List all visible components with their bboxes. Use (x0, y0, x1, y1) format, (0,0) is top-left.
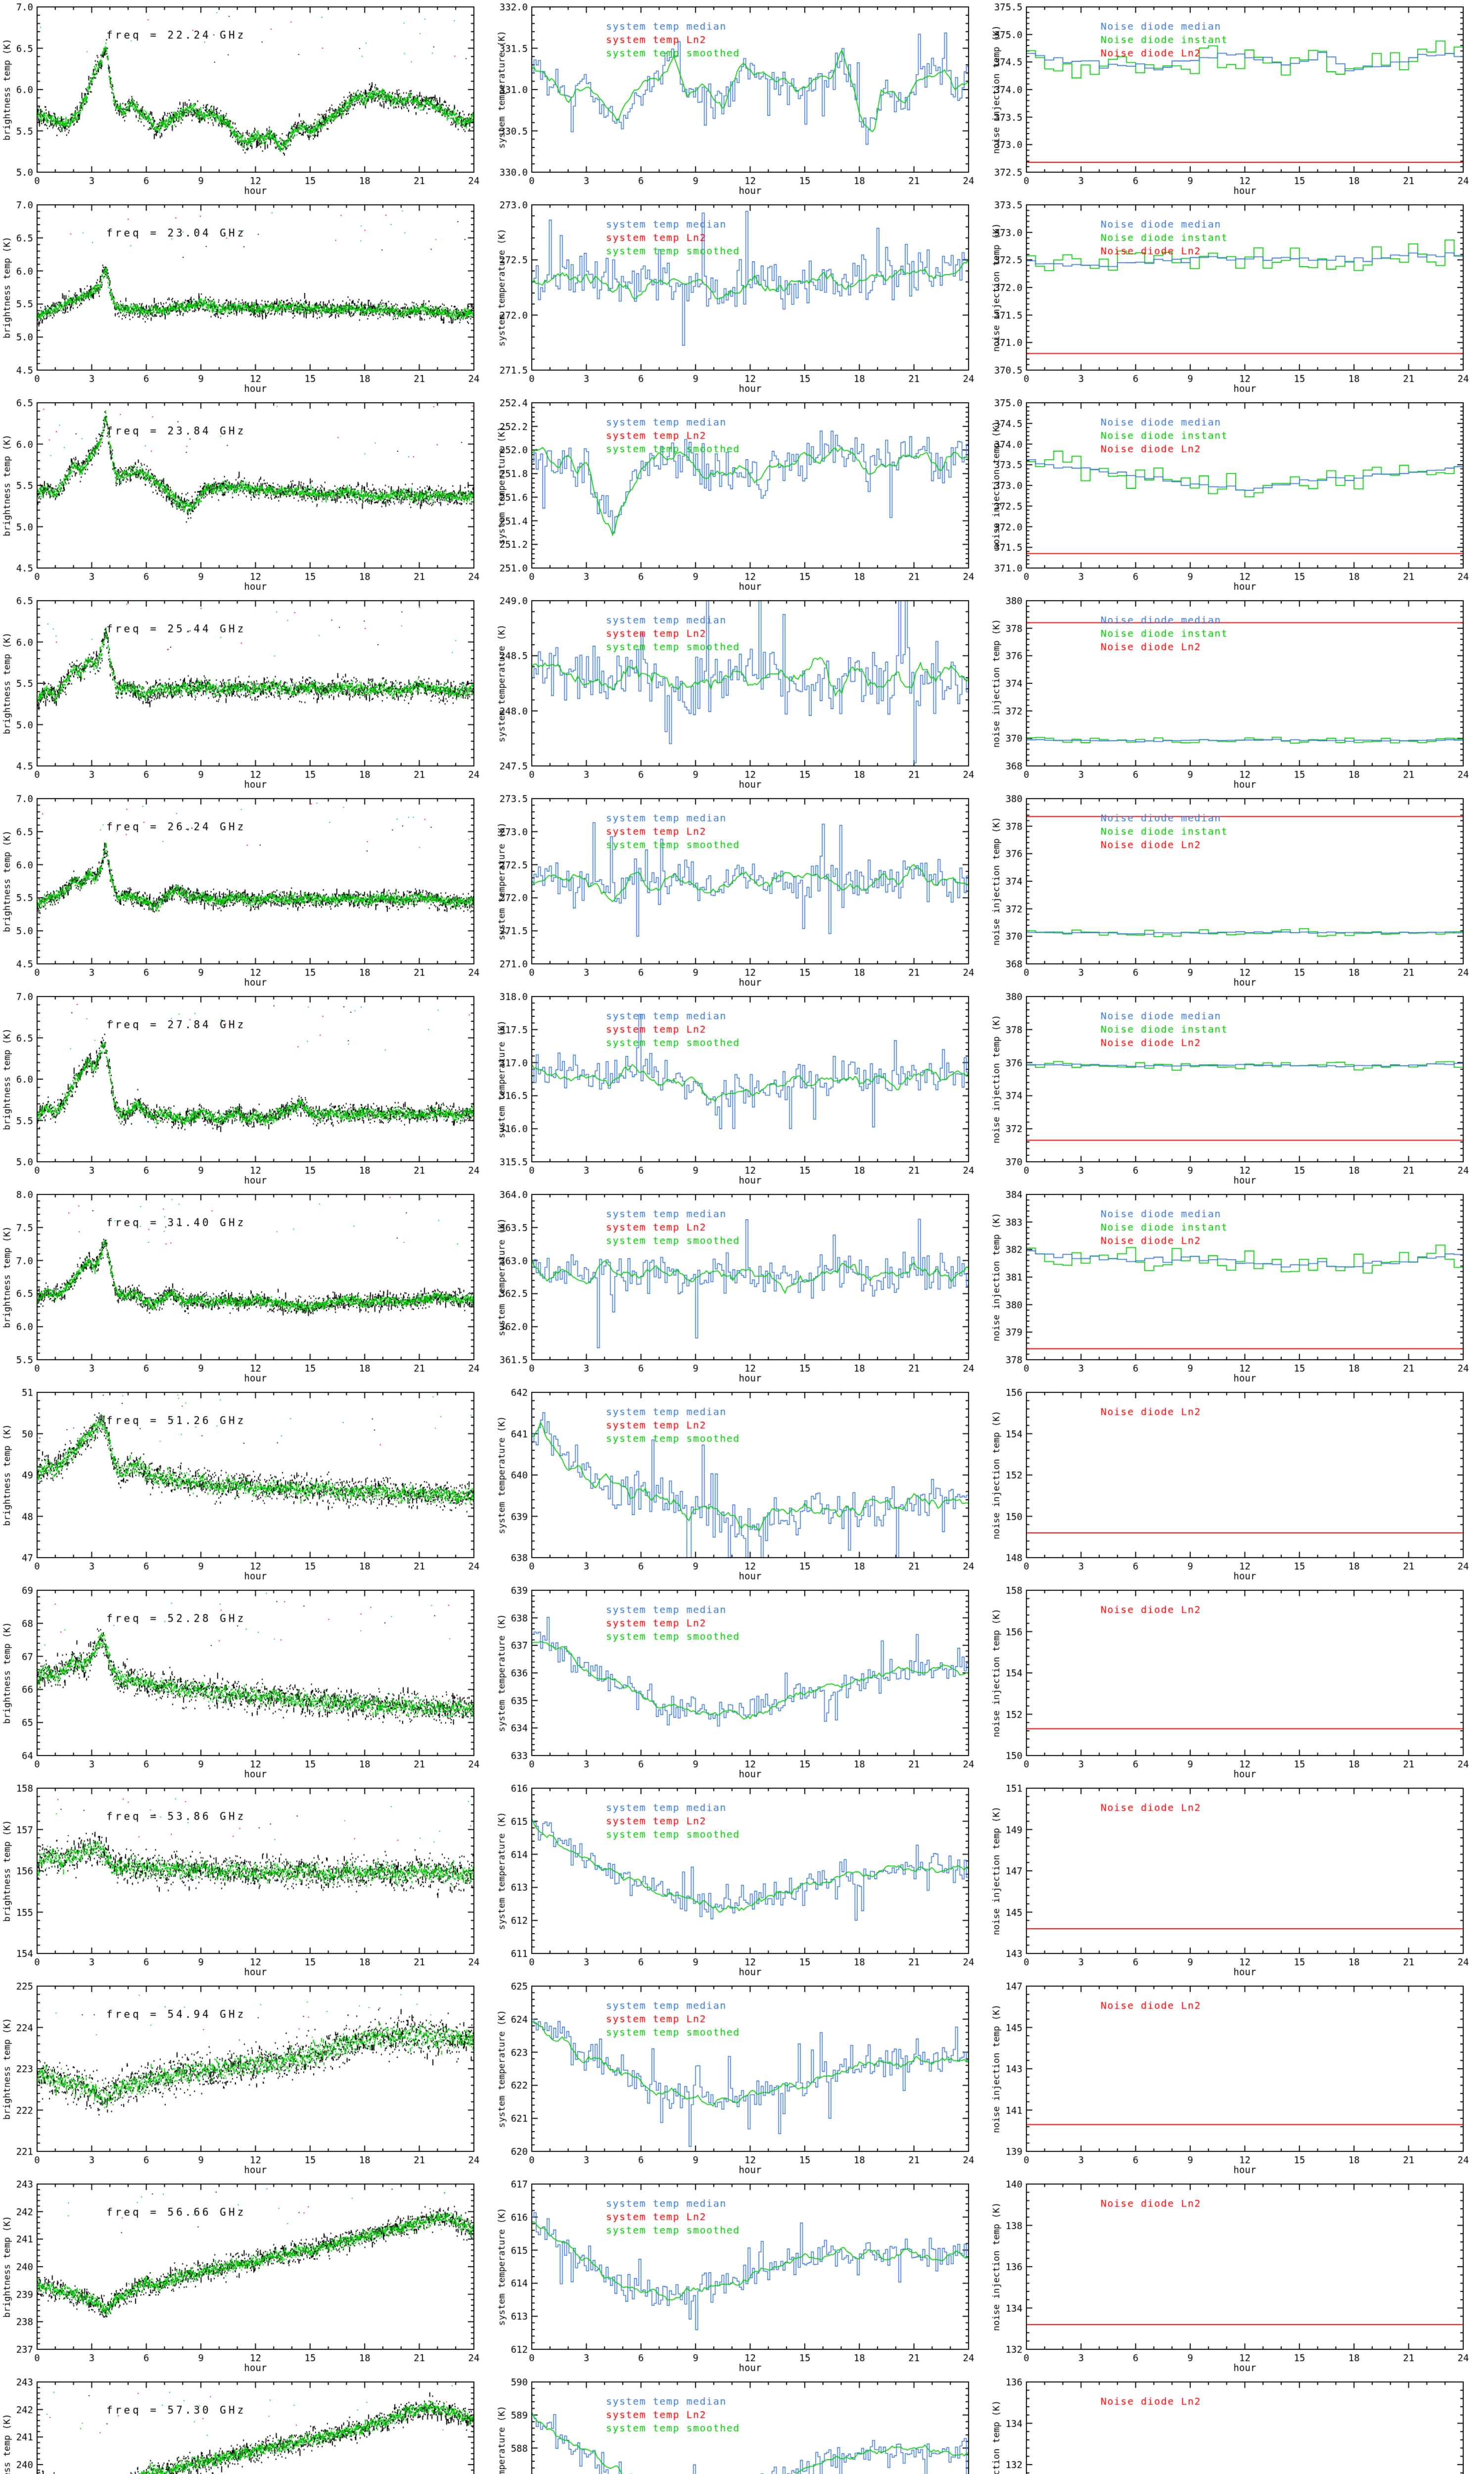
plot-brightness-temp-57.30-ghz-canvas (0, 2375, 495, 2474)
plot-system-temp-56.66-ghz (495, 2177, 989, 2375)
plot-system-temp-51.26-ghz-canvas (495, 1385, 989, 1583)
plot-system-temp-23.04-ghz-canvas (495, 198, 989, 396)
plot-brightness-temp-26.24-ghz-canvas (0, 792, 495, 990)
plot-system-temp-53.86-ghz-canvas (495, 1781, 989, 1979)
plot-system-temp-25.44-ghz-canvas (495, 594, 989, 792)
plot-brightness-temp-23.84-ghz-canvas (0, 396, 495, 594)
plot-noise-diode-53.86-ghz (989, 1781, 1484, 1979)
plot-noise-diode-56.66-ghz (989, 2177, 1484, 2375)
plot-system-temp-23.04-ghz (495, 198, 989, 396)
plot-noise-diode-57.30-ghz (989, 2375, 1484, 2474)
plot-system-temp-56.66-ghz-canvas (495, 2177, 989, 2375)
plot-brightness-temp-52.28-ghz-canvas (0, 1583, 495, 1781)
plot-noise-diode-26.24-ghz (989, 792, 1484, 990)
plot-noise-diode-26.24-ghz-canvas (989, 792, 1484, 990)
plot-brightness-temp-56.66-ghz-canvas (0, 2177, 495, 2375)
plot-system-temp-23.84-ghz (495, 396, 989, 594)
plot-brightness-temp-22.24-ghz-canvas (0, 0, 495, 198)
plot-system-temp-53.86-ghz (495, 1781, 989, 1979)
plot-brightness-temp-31.40-ghz-canvas (0, 1188, 495, 1385)
plot-noise-diode-51.26-ghz-canvas (989, 1385, 1484, 1583)
plot-brightness-temp-23.04-ghz-canvas (0, 198, 495, 396)
plot-brightness-temp-23.04-ghz (0, 198, 495, 396)
plot-noise-diode-23.04-ghz-canvas (989, 198, 1484, 396)
plot-brightness-temp-51.26-ghz-canvas (0, 1385, 495, 1583)
plot-system-temp-54.94-ghz (495, 1979, 989, 2177)
plot-brightness-temp-56.66-ghz (0, 2177, 495, 2375)
plot-system-temp-31.40-ghz (495, 1188, 989, 1385)
plot-system-temp-26.24-ghz-canvas (495, 792, 989, 990)
plot-noise-diode-22.24-ghz (989, 0, 1484, 198)
plot-noise-diode-54.94-ghz-canvas (989, 1979, 1484, 2177)
plot-system-temp-54.94-ghz-canvas (495, 1979, 989, 2177)
plot-noise-diode-27.84-ghz (989, 990, 1484, 1188)
plot-brightness-temp-51.26-ghz (0, 1385, 495, 1583)
plot-noise-diode-25.44-ghz (989, 594, 1484, 792)
plot-system-temp-22.24-ghz (495, 0, 989, 198)
plot-system-temp-57.30-ghz-canvas (495, 2375, 989, 2474)
plot-system-temp-31.40-ghz-canvas (495, 1188, 989, 1385)
plot-system-temp-27.84-ghz (495, 990, 989, 1188)
plot-noise-diode-31.40-ghz (989, 1188, 1484, 1385)
plot-brightness-temp-54.94-ghz (0, 1979, 495, 2177)
plot-system-temp-22.24-ghz-canvas (495, 0, 989, 198)
plot-system-temp-27.84-ghz-canvas (495, 990, 989, 1188)
plot-noise-diode-56.66-ghz-canvas (989, 2177, 1484, 2375)
plot-brightness-temp-25.44-ghz-canvas (0, 594, 495, 792)
plot-noise-diode-54.94-ghz (989, 1979, 1484, 2177)
plot-brightness-temp-27.84-ghz (0, 990, 495, 1188)
plot-noise-diode-52.28-ghz (989, 1583, 1484, 1781)
plot-brightness-temp-23.84-ghz (0, 396, 495, 594)
plot-noise-diode-53.86-ghz-canvas (989, 1781, 1484, 1979)
plot-brightness-temp-25.44-ghz (0, 594, 495, 792)
plot-brightness-temp-52.28-ghz (0, 1583, 495, 1781)
plot-system-temp-51.26-ghz (495, 1385, 989, 1583)
plot-brightness-temp-54.94-ghz-canvas (0, 1979, 495, 2177)
plot-system-temp-26.24-ghz (495, 792, 989, 990)
plot-noise-diode-23.84-ghz (989, 396, 1484, 594)
plot-noise-diode-57.30-ghz-canvas (989, 2375, 1484, 2474)
plot-noise-diode-52.28-ghz-canvas (989, 1583, 1484, 1781)
plot-system-temp-57.30-ghz (495, 2375, 989, 2474)
plot-brightness-temp-57.30-ghz (0, 2375, 495, 2474)
plot-brightness-temp-27.84-ghz-canvas (0, 990, 495, 1188)
plot-system-temp-52.28-ghz-canvas (495, 1583, 989, 1781)
plot-brightness-temp-26.24-ghz (0, 792, 495, 990)
plot-noise-diode-31.40-ghz-canvas (989, 1188, 1484, 1385)
plot-brightness-temp-53.86-ghz (0, 1781, 495, 1979)
plot-noise-diode-27.84-ghz-canvas (989, 990, 1484, 1188)
plot-system-temp-52.28-ghz (495, 1583, 989, 1781)
plot-brightness-temp-53.86-ghz-canvas (0, 1781, 495, 1979)
plot-system-temp-23.84-ghz-canvas (495, 396, 989, 594)
plot-noise-diode-23.84-ghz-canvas (989, 396, 1484, 594)
plot-brightness-temp-22.24-ghz (0, 0, 495, 198)
plot-noise-diode-51.26-ghz (989, 1385, 1484, 1583)
plot-system-temp-25.44-ghz (495, 594, 989, 792)
plot-noise-diode-23.04-ghz (989, 198, 1484, 396)
plot-noise-diode-25.44-ghz-canvas (989, 594, 1484, 792)
plot-brightness-temp-31.40-ghz (0, 1188, 495, 1385)
plot-noise-diode-22.24-ghz-canvas (989, 0, 1484, 198)
